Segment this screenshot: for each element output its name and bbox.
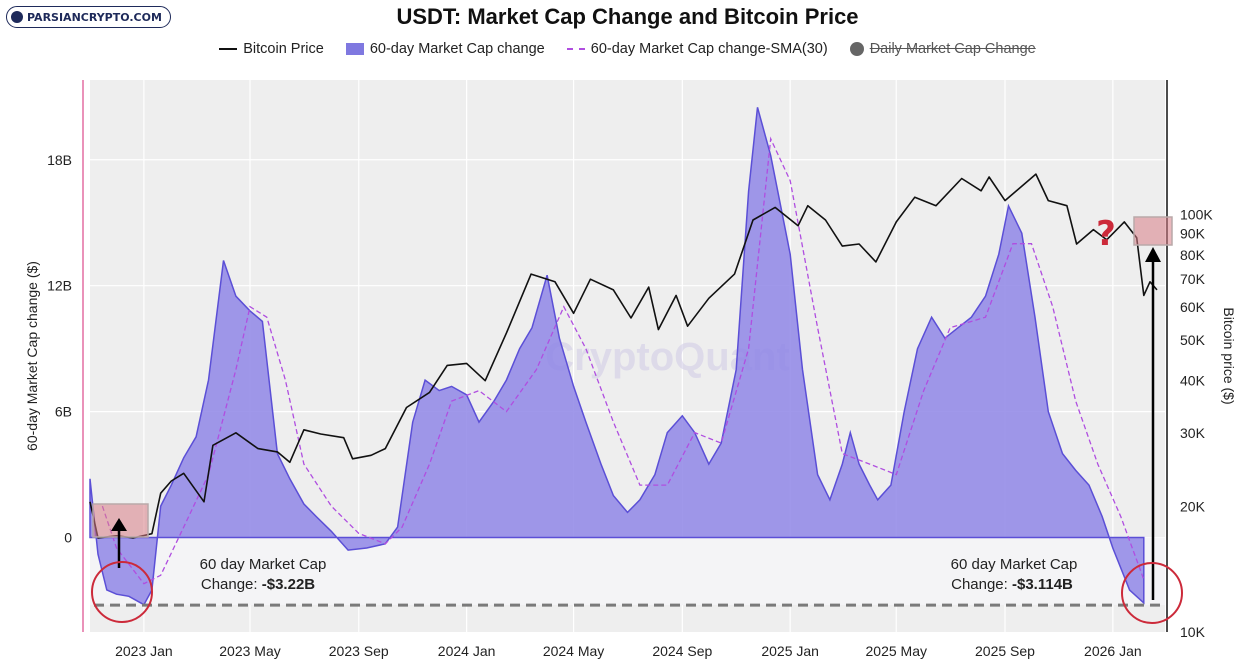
chart-title: USDT: Market Cap Change and Bitcoin Pric…: [396, 4, 859, 29]
annotation-prefix: Change:: [201, 576, 262, 593]
legend-item-market-cap-change[interactable]: 60-day Market Cap change: [345, 41, 545, 57]
x-tick-label: 2025 May: [866, 643, 927, 659]
highlight-box-right: [1133, 216, 1173, 246]
bitcoin-price-line: [89, 173, 1158, 539]
sma-line: [101, 136, 1145, 585]
x-tick-label: 2026 Jan: [1084, 643, 1142, 659]
circle-highlight-left: [91, 561, 153, 623]
x-tick-label: 2025 Sep: [975, 643, 1035, 659]
site-logo[interactable]: PARSIANCRYPTO.COM: [6, 6, 171, 28]
legend-label: Daily Market Cap Change: [869, 41, 1036, 57]
left-y-ticks: 0 6B 12B 18B: [47, 152, 72, 546]
legend-item-daily-change[interactable]: Daily Market Cap Change: [849, 41, 1036, 57]
y2-tick-label: 40K: [1180, 373, 1206, 389]
annotation-value: -$3.114B: [1012, 576, 1073, 593]
legend-label: 60-day Market Cap change: [369, 41, 545, 57]
arrow-up-icon: [1145, 247, 1161, 262]
arrow-up-icon: [111, 518, 127, 531]
y2-tick-label: 80K: [1180, 247, 1206, 263]
annotation-graphics: [91, 216, 1183, 624]
negative-zone-band: [90, 537, 1165, 606]
x-tick-label: 2025 Jan: [761, 643, 819, 659]
x-tick-label: 2024 Sep: [652, 643, 712, 659]
y-tick-label: 18B: [47, 152, 72, 168]
negative-zone: [90, 537, 1165, 606]
y-axis-label: 60-day Market Cap change ($): [24, 261, 40, 451]
question-mark: ?: [1096, 214, 1116, 254]
legend-item-sma[interactable]: 60-day Market Cap change-SMA(30): [566, 41, 828, 57]
legend: Bitcoin Price 60-day Market Cap change 6…: [0, 41, 1255, 57]
legend-label: 60-day Market Cap change-SMA(30): [590, 41, 828, 57]
y2-tick-label: 100K: [1180, 207, 1213, 223]
annotation-left-line1: 60 day Market Cap: [200, 556, 327, 573]
y-tick-label: 0: [64, 530, 72, 546]
market-cap-change-area: [89, 107, 1145, 606]
x-tick-label: 2024 Jan: [438, 643, 496, 659]
legend-item-bitcoin-price[interactable]: Bitcoin Price: [219, 41, 324, 57]
y2-tick-label: 90K: [1180, 226, 1206, 242]
y2-tick-label: 60K: [1180, 299, 1206, 315]
area-swatch-icon: [345, 43, 364, 55]
y2-tick-label: 70K: [1180, 271, 1206, 287]
annotation-value: -$3.22B: [262, 576, 316, 593]
y2-axis-label: Bitcoin price ($): [1221, 307, 1237, 404]
annotation-prefix: Change:: [951, 576, 1012, 593]
circle-highlight-right: [1121, 562, 1183, 624]
line-swatch-icon: [219, 48, 238, 50]
logo-icon: [11, 11, 23, 23]
x-tick-label: 2023 May: [219, 643, 280, 659]
dashed-swatch-icon: [566, 48, 585, 50]
x-tick-label: 2024 May: [543, 643, 604, 659]
x-tick-label: 2023 Sep: [329, 643, 389, 659]
y2-tick-label: 10K: [1180, 624, 1206, 640]
y-tick-label: 12B: [47, 278, 72, 294]
y-tick-label: 6B: [55, 404, 72, 420]
logo-text: PARSIANCRYPTO.COM: [27, 10, 162, 24]
circle-swatch-icon: [849, 42, 864, 56]
annotation-right-line1: 60 day Market Cap: [951, 556, 1078, 573]
legend-label: Bitcoin Price: [243, 41, 324, 57]
annotation-right-line2: Change: -$3.114B: [951, 576, 1073, 593]
y2-tick-label: 50K: [1180, 332, 1206, 348]
y2-tick-label: 30K: [1180, 425, 1206, 441]
annotation-left-line2: Change: -$3.22B: [201, 576, 315, 593]
x-tick-label: 2023 Jan: [115, 643, 173, 659]
y2-tick-label: 20K: [1180, 498, 1206, 514]
right-y-ticks: 10K 20K 30K 40K 50K 60K 70K 80K 90K 100K: [1180, 207, 1213, 640]
x-ticks: 2023 Jan 2023 May 2023 Sep 2024 Jan 2024 May…: [115, 643, 1142, 659]
